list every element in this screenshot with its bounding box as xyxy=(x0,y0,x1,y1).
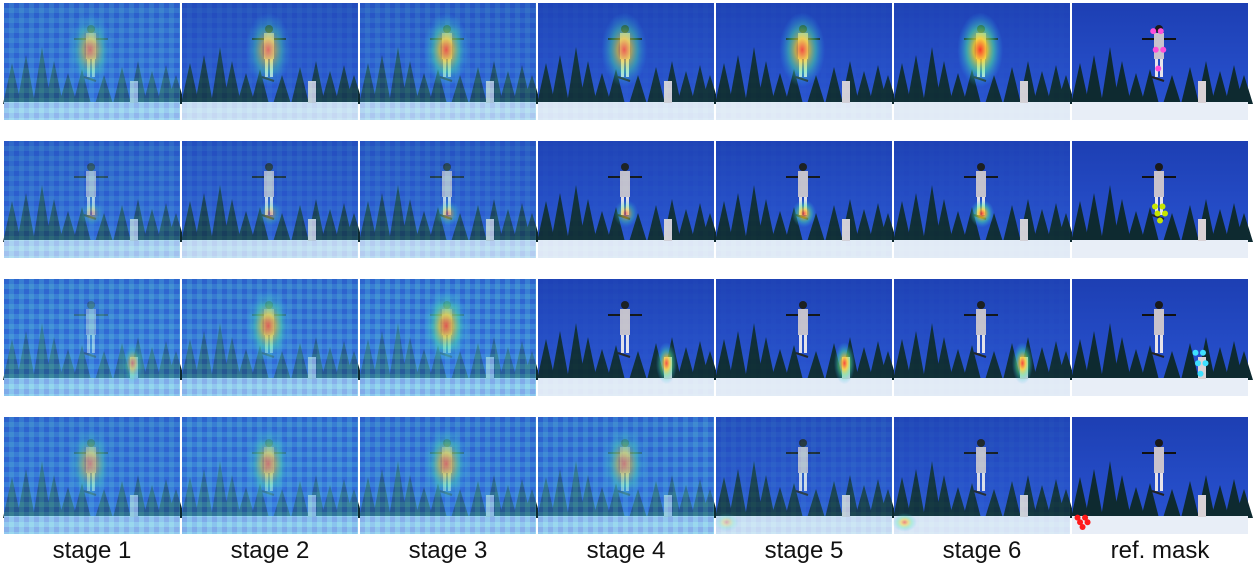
attention-hotspot xyxy=(435,199,461,228)
attention-hotspot xyxy=(67,12,114,88)
heatmap-panel-r1-c2 xyxy=(181,3,363,120)
attention-hotspot xyxy=(892,512,917,532)
column-label-ref-mask: ref. mask xyxy=(1110,537,1210,564)
attention-hotspot xyxy=(969,199,995,228)
attention-hotspot xyxy=(423,288,470,364)
heatmap-panel-r3-c3 xyxy=(359,279,541,396)
attention-hotspot xyxy=(121,342,144,385)
heatmap-panel-r2-c4 xyxy=(537,141,719,258)
heatmap-panel-r2-c6 xyxy=(893,141,1075,258)
heatmap-panel-r2-c1 xyxy=(3,141,185,258)
heatmap-panel-r3-c6 xyxy=(893,279,1075,396)
ref-mask-panel-r3 xyxy=(1071,279,1253,396)
attention-hotspot xyxy=(67,426,114,502)
column-label-stage-1: stage 1 xyxy=(52,537,132,564)
mask-point xyxy=(1077,519,1084,526)
attention-hotspot xyxy=(601,12,648,88)
mask-point xyxy=(1157,28,1164,35)
background-activation xyxy=(716,141,892,258)
mask-point xyxy=(1162,210,1168,217)
heatmap-panel-r4-c6 xyxy=(892,417,1075,534)
background-activation xyxy=(538,141,714,258)
heatmap-panel-r1-c1 xyxy=(3,3,185,120)
background-activation xyxy=(4,279,180,396)
heatmap-panel-r4-c3 xyxy=(359,417,541,534)
mask-point xyxy=(1194,360,1201,367)
heatmap-panel-r4-c1 xyxy=(3,417,185,534)
attention-hotspot xyxy=(257,199,283,228)
heatmap-panel-r1-c3 xyxy=(359,3,541,120)
mask-point xyxy=(1192,349,1199,356)
attention-hotspot xyxy=(423,426,470,502)
attention-hotspot xyxy=(791,199,817,228)
heatmap-panel-r4-c2 xyxy=(181,417,363,534)
mask-point xyxy=(1084,519,1091,526)
attention-hotspot xyxy=(245,288,292,364)
mask-point xyxy=(1160,46,1167,53)
attention-hotspot xyxy=(245,426,292,502)
background-activation xyxy=(894,417,1070,534)
background-activation xyxy=(4,141,180,258)
background-activation xyxy=(716,417,892,534)
heatmap-panel-r4-c4 xyxy=(537,417,719,534)
attention-hotspot xyxy=(779,12,826,88)
ref-mask-panel-r2 xyxy=(1071,141,1253,258)
column-label-stage-6: stage 6 xyxy=(942,537,1022,564)
heatmap-panel-r2-c3 xyxy=(359,141,541,258)
mask-point xyxy=(1199,349,1206,356)
heatmap-panel-r1-c5 xyxy=(715,3,897,120)
background-activation xyxy=(538,279,714,396)
mask-point xyxy=(1159,203,1166,210)
mask-point xyxy=(1082,514,1089,521)
ref-mask-panel-r4 xyxy=(1071,417,1253,534)
mask-point xyxy=(1152,46,1159,53)
attention-hotspot xyxy=(613,199,639,228)
background-activation xyxy=(182,141,358,258)
mask-point xyxy=(1150,28,1157,35)
heatmap-panel-r3-c2 xyxy=(181,279,363,396)
column-label-stage-5: stage 5 xyxy=(764,537,844,564)
heatmap-panel-r3-c5 xyxy=(715,279,897,396)
heatmap-panel-r3-c1 xyxy=(3,279,185,396)
background-activation xyxy=(894,279,1070,396)
heatmap-panel-r2-c2 xyxy=(181,141,363,258)
attention-hotspot xyxy=(957,12,1004,88)
background-activation xyxy=(360,141,536,258)
ref-mask-panel-r1 xyxy=(1071,3,1253,120)
attention-hotspot xyxy=(714,512,739,532)
mask-point xyxy=(1154,210,1161,217)
heatmap-panel-r3-c4 xyxy=(537,279,719,396)
column-label-stage-4: stage 4 xyxy=(586,537,666,564)
mask-point xyxy=(1152,203,1158,210)
heatmap-panel-r1-c6 xyxy=(893,3,1075,120)
column-label-stage-3: stage 3 xyxy=(408,537,488,564)
attention-hotspot xyxy=(601,426,648,502)
heatmap-panel-r1-c4 xyxy=(537,3,719,120)
heatmap-panel-r2-c5 xyxy=(715,141,897,258)
attention-hotspot xyxy=(245,12,292,88)
background-activation xyxy=(716,279,892,396)
attention-hotspot xyxy=(423,12,470,88)
attention-hotspot xyxy=(1011,342,1034,385)
heatmap-panel-r4-c5 xyxy=(714,417,897,534)
column-label-stage-2: stage 2 xyxy=(230,537,310,564)
mask-point xyxy=(1157,217,1163,224)
attention-hotspot xyxy=(833,342,856,385)
mask-point xyxy=(1202,360,1209,367)
mask-point xyxy=(1155,65,1162,72)
attention-hotspot xyxy=(79,199,105,228)
mask-point xyxy=(1197,370,1204,377)
mask-point xyxy=(1079,523,1086,530)
mask-point xyxy=(1074,514,1081,521)
background-activation xyxy=(894,141,1070,258)
attention-hotspot xyxy=(655,342,678,385)
